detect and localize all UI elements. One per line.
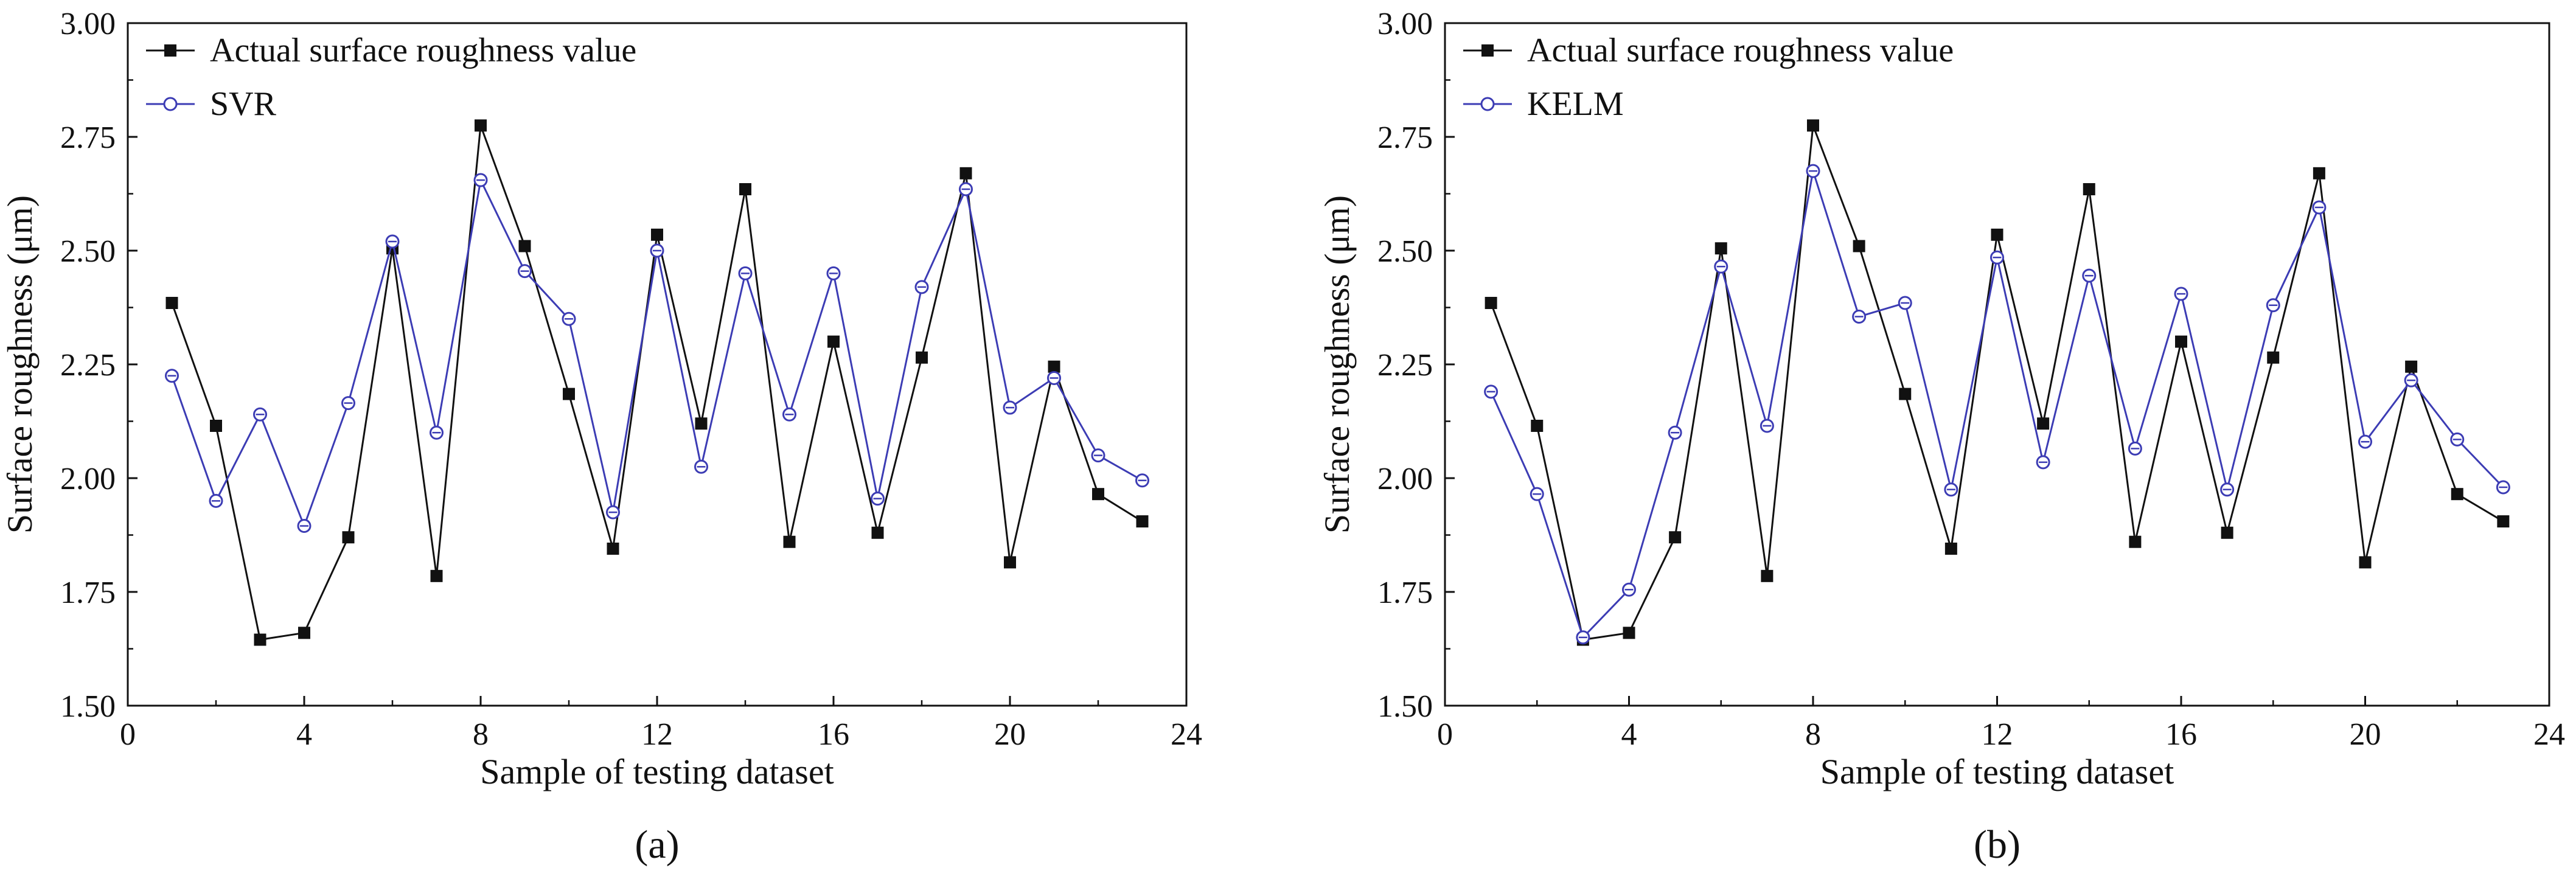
data-point-actual [2405, 360, 2418, 373]
data-point-actual [2451, 488, 2463, 501]
x-tick-label: 4 [296, 717, 312, 752]
legend-label: SVR [210, 85, 277, 123]
data-point-actual [2267, 351, 2280, 364]
x-tick-label: 24 [1171, 717, 1202, 752]
data-point-actual [783, 535, 796, 548]
y-tick-label: 3.00 [60, 7, 116, 41]
data-point-actual [1991, 228, 2003, 241]
y-tick-label: 2.25 [1377, 348, 1433, 383]
data-point-actual [254, 633, 266, 646]
data-point-actual [2129, 535, 2142, 548]
x-tick-label: 16 [2165, 717, 2197, 752]
data-point-actual [1531, 419, 1544, 432]
data-point-actual [1048, 360, 1060, 373]
legend-label: Actual surface roughness value [210, 32, 636, 69]
panel-label: (a) [635, 822, 679, 867]
series-line-0 [171, 125, 1143, 641]
data-point-actual [1092, 488, 1104, 501]
x-tick-label: 0 [120, 717, 136, 752]
data-point-actual [342, 531, 355, 544]
data-point-actual [563, 388, 575, 400]
data-point-actual [1485, 297, 1497, 310]
data-point-actual [1807, 119, 1819, 132]
y-tick-label: 3.00 [1377, 7, 1433, 41]
data-point-actual [739, 183, 751, 196]
legend-label: Actual surface roughness value [1527, 32, 1954, 69]
series-line-0 [1490, 125, 2504, 641]
data-point-actual [210, 419, 222, 432]
y-tick-label: 1.50 [1377, 689, 1433, 724]
data-point-actual [2221, 526, 2233, 539]
data-point-actual [2037, 417, 2050, 430]
data-point-actual [430, 569, 443, 582]
data-point-actual [1944, 542, 1957, 555]
x-axis-label: Sample of testing dataset [1820, 752, 2174, 791]
y-tick-label: 1.50 [60, 689, 116, 724]
y-tick-label: 2.25 [60, 348, 116, 383]
y-tick-label: 2.75 [1377, 120, 1433, 155]
legend-label: KELM [1527, 85, 1624, 123]
data-point-actual [1136, 515, 1149, 528]
x-tick-label: 8 [473, 717, 489, 752]
legend-marker-square [164, 44, 176, 57]
y-tick-label: 1.75 [1377, 575, 1433, 610]
data-point-actual [1714, 242, 1727, 255]
x-tick-label: 12 [641, 717, 673, 752]
plot-frame [127, 22, 1188, 707]
legend-marker-circle [163, 97, 178, 111]
data-point-actual [959, 167, 972, 179]
data-point-actual [2497, 515, 2510, 528]
x-tick-label: 20 [994, 717, 1026, 752]
y-tick-label: 2.50 [1377, 234, 1433, 269]
x-tick-label: 12 [1982, 717, 2013, 752]
y-axis-label: Surface roughness (μm) [1317, 195, 1357, 534]
data-point-actual [2083, 183, 2095, 196]
y-tick-label: 2.50 [60, 234, 116, 269]
data-point-actual [1623, 627, 1635, 639]
y-axis-label: Surface roughness (μm) [0, 195, 40, 534]
x-tick-label: 16 [818, 717, 849, 752]
x-tick-label: 20 [2350, 717, 2381, 752]
x-tick-label: 4 [1621, 717, 1637, 752]
data-point-actual [2313, 167, 2325, 179]
panel-label: (b) [1974, 822, 2021, 867]
data-point-actual [475, 119, 487, 132]
chart-panel-b: 0 4 8 12 16 20 24 1.50 1.75 2.00 2.25 2.50 2.75 3.00 S… [1317, 7, 2565, 867]
data-point-actual [651, 228, 663, 241]
chart-panel-a: 0 4 8 12 16 20 24 1.50 1.75 2.00 2.25 2.50 2.75 3.00 S… [0, 7, 1202, 867]
x-tick-label: 8 [1805, 717, 1821, 752]
data-point-actual [1853, 240, 1865, 252]
x-tick-label: 24 [2533, 717, 2565, 752]
y-tick-label: 2.75 [60, 120, 116, 155]
data-point-actual [1004, 556, 1016, 569]
y-tick-label: 2.00 [1377, 462, 1433, 496]
legend-marker-circle [1480, 97, 1495, 111]
data-point-actual [1669, 531, 1682, 544]
data-point-actual [165, 297, 178, 310]
data-point-actual [607, 542, 619, 555]
data-point-actual [298, 627, 310, 639]
legend-marker-square [1481, 44, 1494, 57]
data-point-actual [871, 526, 884, 539]
data-point-actual [2359, 556, 2372, 569]
plot-frame [1444, 22, 2550, 707]
data-point-actual [827, 335, 840, 348]
data-point-actual [518, 240, 531, 252]
data-point-actual [1899, 388, 1912, 400]
y-tick-label: 1.75 [60, 575, 116, 610]
y-tick-label: 2.00 [60, 462, 116, 496]
data-point-actual [2175, 335, 2187, 348]
data-point-actual [916, 351, 928, 364]
x-axis-label: Sample of testing dataset [480, 752, 834, 791]
x-tick-label: 0 [1437, 717, 1453, 752]
data-point-actual [1761, 569, 1774, 582]
data-point-actual [695, 417, 708, 430]
